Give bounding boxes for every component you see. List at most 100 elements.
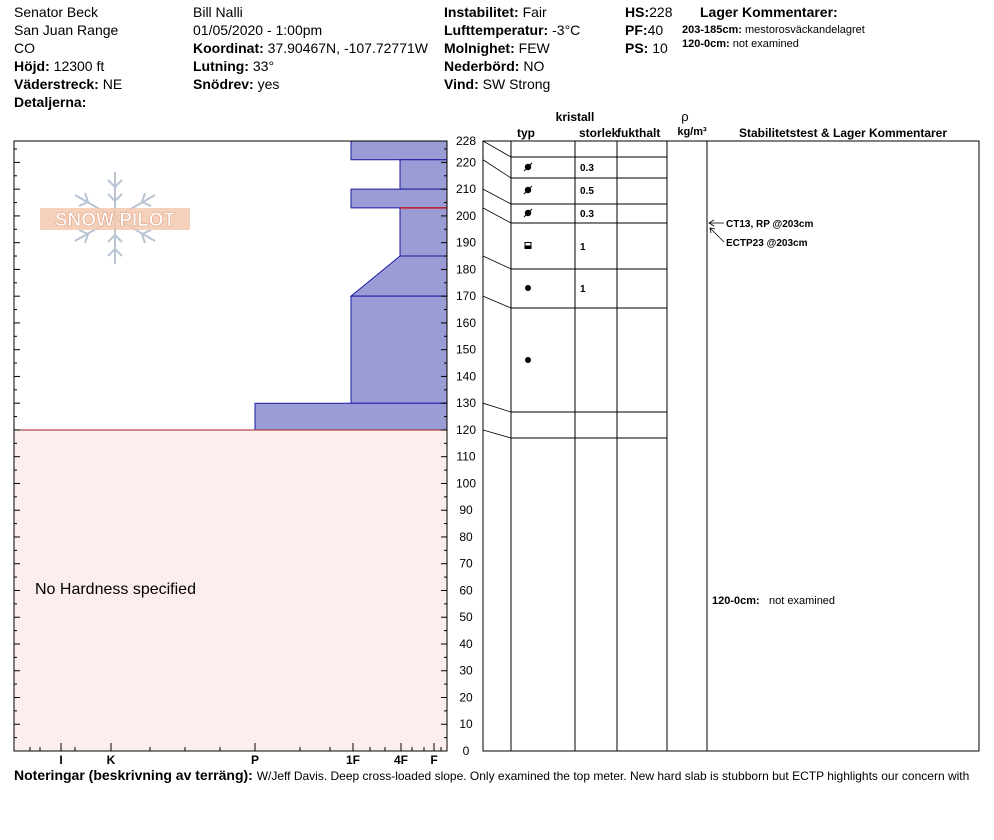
layer-connector — [482, 429, 512, 439]
type-header: typ — [517, 126, 535, 140]
hardness-layer-4 — [399, 207, 448, 257]
layer-rows: 0.3 0.5 0.3 1 1 — [482, 140, 667, 439]
notes-row: Noteringar (beskrivning av terräng): W/J… — [14, 767, 994, 783]
depth-axis: 0 10 20 30 40 50 60 70 80 90 100 110 120 130 140 150 160… — [14, 134, 476, 758]
stability-header: Stabilitetstest & Lager Kommentarer — [739, 126, 947, 140]
rho-header: ρ — [681, 109, 688, 124]
layer-comment-2: 120-0cm: not examined — [682, 38, 799, 50]
depth-tick-label: 100 — [456, 476, 476, 490]
grain-type-icon — [523, 185, 533, 195]
hardness-layer-1 — [350, 140, 448, 161]
depth-tick-label: 60 — [459, 583, 473, 597]
hardness-panel-frame — [13, 140, 448, 752]
logo-text: SNOW PILOT — [55, 210, 176, 231]
depth-tick-label: 50 — [459, 610, 473, 624]
hardness-layer-7 — [254, 402, 448, 431]
depth-tick-label: 180 — [456, 262, 476, 276]
hardness-axis: I K P 1F 4F F — [29, 743, 442, 765]
drift-label: Snödrev: — [193, 76, 254, 92]
coordinate-row: Koordinat: 37.90467N, -107.72771W — [193, 39, 428, 57]
drift-row: Snödrev: yes — [193, 75, 279, 93]
density-unit-header: kg/m³ — [677, 126, 707, 138]
depth-tick-label: 40 — [459, 637, 473, 651]
stability-test-1: CT13, RP @203cm — [726, 219, 813, 230]
instability-label: Instabilitet: — [444, 4, 519, 20]
layer-connector — [482, 159, 512, 179]
precip-value: NO — [523, 58, 545, 74]
layer-comment-1-range: 203-185cm: — [682, 24, 742, 36]
notes-label: Noteringar (beskrivning av terräng): — [14, 767, 253, 783]
depth-tick-label: 228 — [456, 134, 476, 148]
depth-tick-label: 90 — [459, 503, 473, 517]
depth-tick-label: 150 — [456, 343, 476, 357]
grain-size-label: 0.5 — [580, 186, 594, 197]
drift-value: yes — [257, 76, 280, 92]
hardness-layer-3 — [350, 188, 448, 209]
depth-tick-label: 170 — [456, 289, 476, 303]
coordinate-value: 37.90467N, -107.72771W — [267, 40, 428, 56]
layer-comments-title: Lager Kommentarer: — [700, 4, 838, 20]
slope-label: Lutning: — [193, 58, 249, 74]
hardness-tick-label: P — [251, 753, 259, 765]
sky-label: Molnighet: — [444, 40, 515, 56]
hardness-tick-label: K — [107, 753, 116, 765]
site-state: CO — [14, 40, 35, 56]
depth-tick-label: 190 — [456, 236, 476, 250]
depth-tick-label: 220 — [456, 155, 476, 169]
grain-type-icon — [523, 208, 533, 218]
layer-connector — [482, 207, 512, 224]
depth-tick-label: 20 — [459, 690, 473, 704]
bottom-comment-range: 120-0cm: — [712, 595, 760, 607]
hardness-tick-label: 1F — [346, 753, 360, 765]
site-location: Senator Beck — [14, 4, 99, 20]
grain-type-icon — [525, 285, 531, 291]
observer-name: Bill Nalli — [193, 4, 243, 20]
depth-tick-label: 160 — [456, 316, 476, 330]
grain-type-icon — [523, 162, 533, 172]
precip-row: Nederbörd: NO — [444, 57, 544, 75]
depth-tick-label: 130 — [456, 396, 476, 410]
depth-tick-label: 110 — [456, 450, 475, 464]
notes-text: W/Jeff Davis. Deep cross-loaded slope. O… — [256, 769, 970, 783]
unexamined-region — [14, 429, 447, 751]
grain-type-icon — [524, 242, 532, 249]
no-hardness-text: No Hardness specified — [35, 581, 196, 598]
sky-value: FEW — [518, 40, 550, 56]
stability-test-2: ECTP23 @203cm — [726, 238, 808, 249]
wind-label: Vind: — [444, 76, 479, 92]
stability-test-2-arrow — [709, 227, 725, 243]
depth-tick-label: 30 — [459, 664, 473, 678]
elevation-row: Höjd: 12300 ft — [14, 57, 104, 75]
layer-table — [482, 140, 980, 752]
depth-tick-label: 120 — [456, 423, 476, 437]
layer-comment-2-range: 120-0cm: — [682, 38, 730, 50]
pf-value: 40 — [647, 22, 664, 38]
snow-profile-chart: SNOW PILOT No Hardness specified 0 10 20 30… — [13, 109, 980, 765]
layer-connector — [482, 140, 512, 158]
hardness-layer-5 — [349, 255, 448, 297]
airtemp-value: -3°C — [552, 22, 581, 38]
grain-size-label: 0.3 — [580, 163, 594, 174]
stability-test-1-arrowhead — [708, 219, 715, 227]
hs-value: 228 — [649, 4, 673, 20]
airtemp-row: Lufttemperatur: -3°C — [444, 21, 580, 39]
details-label: Detaljerna: — [14, 94, 87, 110]
hardness-layer-6 — [350, 295, 448, 404]
depth-tick-label: 0 — [463, 744, 470, 758]
bottom-comment-text: not examined — [769, 595, 835, 607]
layer-connector — [482, 402, 512, 413]
depth-tick-label: 10 — [459, 717, 473, 731]
aspect-row: Väderstreck: NE — [14, 75, 122, 93]
hardness-tick-label: F — [430, 753, 437, 765]
layer-connector — [482, 188, 512, 205]
layer-table-frame — [482, 140, 980, 752]
grain-size-label: 1 — [580, 284, 586, 295]
precip-label: Nederbörd: — [444, 58, 520, 74]
hardness-tick-label: I — [59, 753, 62, 765]
airtemp-label: Lufttemperatur: — [444, 22, 549, 38]
grain-size-label: 1 — [580, 242, 586, 253]
crystal-header: kristall — [556, 110, 595, 124]
ps-label: PS: — [625, 40, 649, 56]
wind-row: Vind: SW Strong — [444, 75, 550, 93]
depth-tick-label: 140 — [456, 369, 476, 383]
